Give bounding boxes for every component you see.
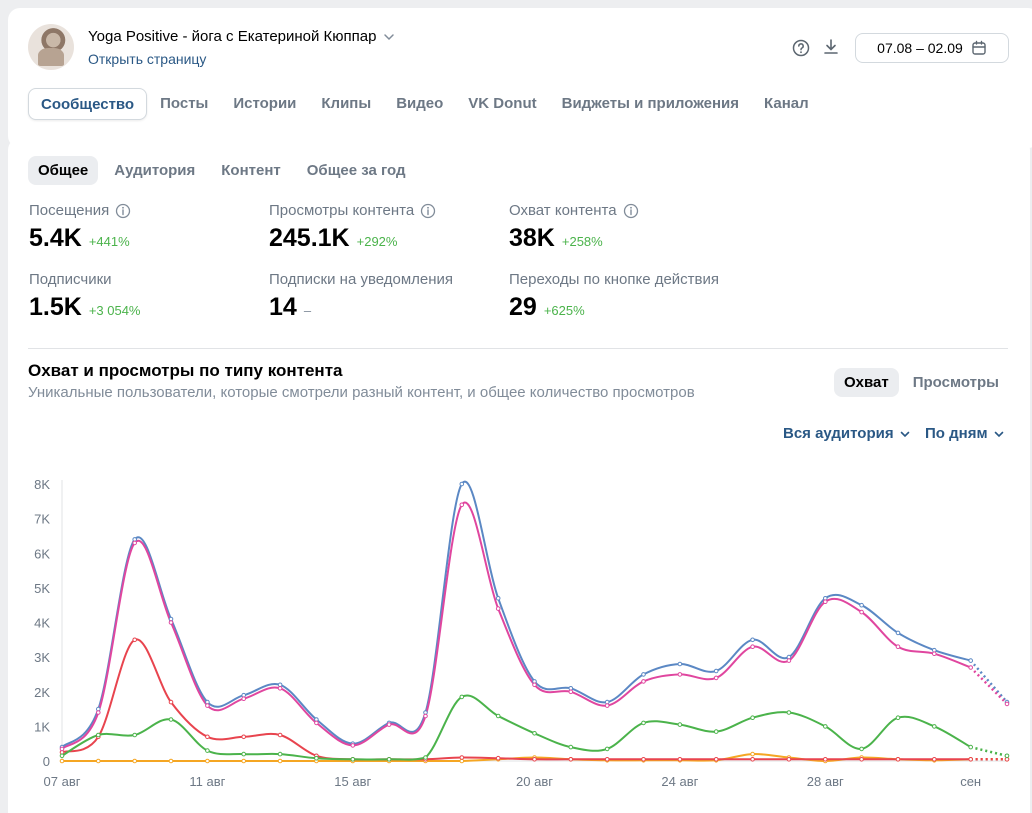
chevron-down-icon xyxy=(994,431,1003,437)
calendar-icon xyxy=(972,40,986,55)
metric-delta: +625% xyxy=(543,303,585,318)
chevron-down-icon xyxy=(900,431,909,437)
header-card: Yoga Positive - йога с Екатериной Кюппар… xyxy=(8,8,1032,148)
tab-community[interactable]: Сообщество xyxy=(28,88,148,120)
metric-value: 5.4K xyxy=(29,224,82,252)
metric-label: Охват контента xyxy=(509,202,617,219)
metric-delta: +3 054% xyxy=(88,303,141,318)
metric-value: 38K xyxy=(509,224,555,252)
period-dropdown-label: По дням xyxy=(925,425,988,442)
metric-delta: +441% xyxy=(88,234,130,249)
tab-clips[interactable]: Клипы xyxy=(321,95,372,112)
subtab-audience[interactable]: Аудитория xyxy=(114,162,196,179)
audience-dropdown[interactable]: Вся аудитория xyxy=(783,425,911,442)
metric-delta: – xyxy=(303,303,312,318)
reach-views-toggle: Охват Просмотры xyxy=(834,368,1009,397)
toggle-views[interactable]: Просмотры xyxy=(912,374,999,391)
metric-value: 1.5K xyxy=(29,293,82,321)
subtab-content[interactable]: Контент xyxy=(221,162,281,179)
toggle-reach[interactable]: Охват xyxy=(834,368,899,397)
tab-video[interactable]: Видео xyxy=(396,95,444,112)
chart-subtitle: Уникальные пользователи, которые смотрел… xyxy=(28,384,695,401)
sub-tabs: Общее Аудитория Контент Общее за год xyxy=(28,156,416,185)
metric-label: Переходы по кнопке действия xyxy=(509,271,720,288)
info-icon[interactable] xyxy=(115,203,131,219)
group-title-text: Yoga Positive - йога с Екатериной Кюппар xyxy=(88,28,377,45)
metric-label: Просмотры контента xyxy=(269,202,415,219)
group-title[interactable]: Yoga Positive - йога с Екатериной Кюппар xyxy=(88,28,396,45)
metric-content-reach: Охват контента 38K +258% xyxy=(509,202,639,253)
period-dropdown[interactable]: По дням xyxy=(925,425,1005,442)
metric-visits: Посещения 5.4K +441% xyxy=(29,202,131,253)
divider xyxy=(28,348,1008,349)
metric-subscribers: Подписчики 1.5K +3 054% xyxy=(29,271,141,322)
tab-vk-donut[interactable]: VK Donut xyxy=(468,95,537,112)
metric-delta: +292% xyxy=(356,234,398,249)
metric-value: 29 xyxy=(509,293,537,321)
metric-delta: +258% xyxy=(561,234,603,249)
open-page-link[interactable]: Открыть страницу xyxy=(88,51,207,67)
subtab-general[interactable]: Общее xyxy=(28,156,99,185)
content-card: Общее Аудитория Контент Общее за год Пос… xyxy=(8,138,1030,813)
tab-channel[interactable]: Канал xyxy=(764,95,809,112)
subtab-year[interactable]: Общее за год xyxy=(306,162,406,179)
info-icon[interactable] xyxy=(623,203,639,219)
metric-label: Подписчики xyxy=(29,271,112,288)
chevron-down-icon[interactable] xyxy=(382,30,396,44)
metric-label: Посещения xyxy=(29,202,110,219)
avatar[interactable] xyxy=(28,24,74,70)
chart-title: Охват и просмотры по типу контента xyxy=(28,361,343,380)
metric-value: 14 xyxy=(269,293,297,321)
download-icon[interactable] xyxy=(822,38,840,56)
help-icon[interactable] xyxy=(792,39,810,57)
metric-label: Подписки на уведомления xyxy=(269,271,454,288)
metric-action-clicks: Переходы по кнопке действия 29 +625% xyxy=(509,271,719,322)
metric-notification-subs: Подписки на уведомления 14 – xyxy=(269,271,453,322)
metric-content-views: Просмотры контента 245.1K +292% xyxy=(269,202,436,253)
date-range-button[interactable]: 07.08 – 02.09 xyxy=(855,33,1009,63)
metric-value: 245.1K xyxy=(269,224,350,252)
info-icon[interactable] xyxy=(420,203,436,219)
main-tabs: Сообщество Посты Истории Клипы Видео VK … xyxy=(28,88,822,120)
date-range-text: 07.08 – 02.09 xyxy=(877,40,963,56)
audience-dropdown-label: Вся аудитория xyxy=(783,425,894,442)
tab-posts[interactable]: Посты xyxy=(160,95,209,112)
tab-widgets[interactable]: Виджеты и приложения xyxy=(561,95,740,112)
tab-stories[interactable]: Истории xyxy=(233,95,297,112)
